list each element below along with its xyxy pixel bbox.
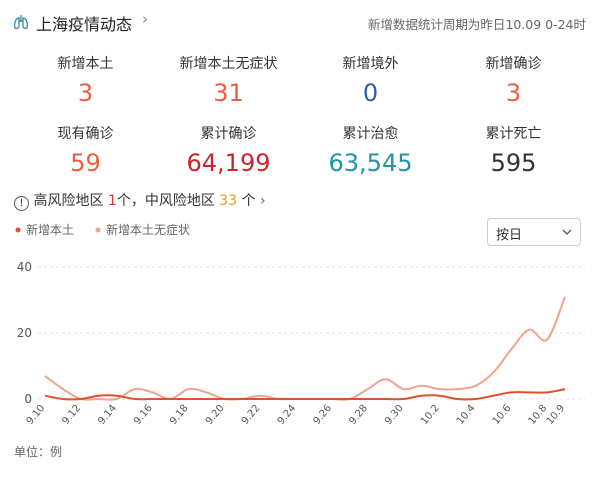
x-tick-label: 9.14 bbox=[96, 403, 119, 427]
chevron[interactable]: › bbox=[142, 10, 148, 28]
dropdown-arrow bbox=[562, 229, 572, 235]
stat-value: 0 bbox=[362, 79, 379, 107]
risk-high-label: 高风险地区 bbox=[33, 193, 104, 209]
risk-mid-count: 33 bbox=[219, 193, 238, 209]
stat-value: 64,199 bbox=[186, 149, 271, 177]
stat-label: 新增境外 bbox=[342, 56, 399, 72]
x-tick-label: 9.20 bbox=[204, 403, 227, 427]
period-value: 按日 bbox=[496, 228, 523, 243]
stat-value: 63,545 bbox=[328, 149, 413, 177]
period-dropdown[interactable]: 按日 bbox=[487, 218, 581, 246]
chart: 新增本土 新增本土无症状 0 20 40 9.10 9.12 9.14 9.16 9.18 9.20… bbox=[14, 222, 585, 459]
stat-label: 累计治愈 bbox=[342, 126, 399, 142]
y-tick-label: 0 bbox=[24, 392, 32, 406]
legend-dot bbox=[15, 227, 21, 233]
stat-label: 累计确诊 bbox=[200, 126, 257, 142]
stat-label: 累计死亡 bbox=[485, 126, 542, 142]
stat-label: 现有确诊 bbox=[57, 126, 114, 142]
x-tick-label: 10.8 bbox=[527, 403, 550, 427]
stat-value: 59 bbox=[70, 149, 101, 177]
stat-item: 新增确诊 3 bbox=[442, 53, 585, 107]
risk-mid-label: 个，中风险地区 bbox=[116, 193, 215, 209]
x-tick-label: 9.26 bbox=[311, 403, 334, 427]
x-tick-label: 10.9 bbox=[545, 403, 568, 427]
stat-item: 新增本土无症状 31 bbox=[157, 53, 300, 107]
stat-value: 3 bbox=[77, 79, 94, 107]
stat-label: 新增确诊 bbox=[485, 56, 542, 72]
legend-label: 新增本土无症状 bbox=[106, 222, 190, 237]
stat-item: 累计确诊 64,199 bbox=[157, 123, 300, 177]
unit-label: 单位：例 bbox=[14, 444, 62, 459]
x-tick-label: 9.10 bbox=[25, 403, 48, 427]
risk-unit: 个 bbox=[241, 193, 256, 209]
x-tick-label: 9.28 bbox=[347, 403, 370, 427]
stat-label: 新增本土无症状 bbox=[179, 56, 278, 72]
stat-value: 3 bbox=[505, 79, 522, 107]
stat-item: 累计治愈 63,545 bbox=[299, 123, 442, 177]
x-tick-label: 9.30 bbox=[383, 403, 406, 427]
x-tick-label: 10.6 bbox=[491, 403, 514, 427]
legend-label: 新增本土 bbox=[26, 222, 74, 237]
series-line bbox=[44, 296, 566, 401]
stat-item: 新增本土 3 bbox=[14, 53, 157, 107]
header-title[interactable]: 上海疫情动态 bbox=[36, 15, 133, 34]
stat-value: 595 bbox=[490, 149, 537, 177]
info-icon: ! bbox=[14, 196, 29, 211]
series-line bbox=[44, 388, 566, 401]
lungs-icon bbox=[13, 15, 29, 30]
chevron: › bbox=[260, 193, 266, 209]
stat-value: 31 bbox=[213, 79, 244, 107]
x-tick-label: 9.16 bbox=[132, 403, 155, 427]
y-tick-label: 20 bbox=[17, 326, 32, 340]
risk-high-count: 1 bbox=[107, 193, 117, 209]
x-tick-label: 9.24 bbox=[276, 403, 299, 427]
stat-label: 新增本土 bbox=[57, 56, 114, 72]
x-tick-label: 10.2 bbox=[419, 403, 442, 427]
x-tick-label: 9.22 bbox=[240, 403, 263, 427]
stat-item: 累计死亡 595 bbox=[442, 123, 585, 177]
stat-item: 现有确诊 59 bbox=[14, 123, 157, 177]
x-tick-label: 9.12 bbox=[60, 403, 83, 427]
legend-dot bbox=[95, 227, 101, 233]
risk-row[interactable]: ! 高风险地区 1个，中风险地区 33 个 › bbox=[14, 190, 266, 211]
x-tick-label: 9.18 bbox=[168, 403, 191, 427]
stat-item: 新增境外 0 bbox=[299, 53, 442, 107]
x-tick-label: 10.4 bbox=[455, 403, 478, 427]
y-tick-label: 40 bbox=[17, 260, 32, 274]
header-note: 新增数据统计周期为昨日10.09 0-24时 bbox=[367, 17, 586, 32]
